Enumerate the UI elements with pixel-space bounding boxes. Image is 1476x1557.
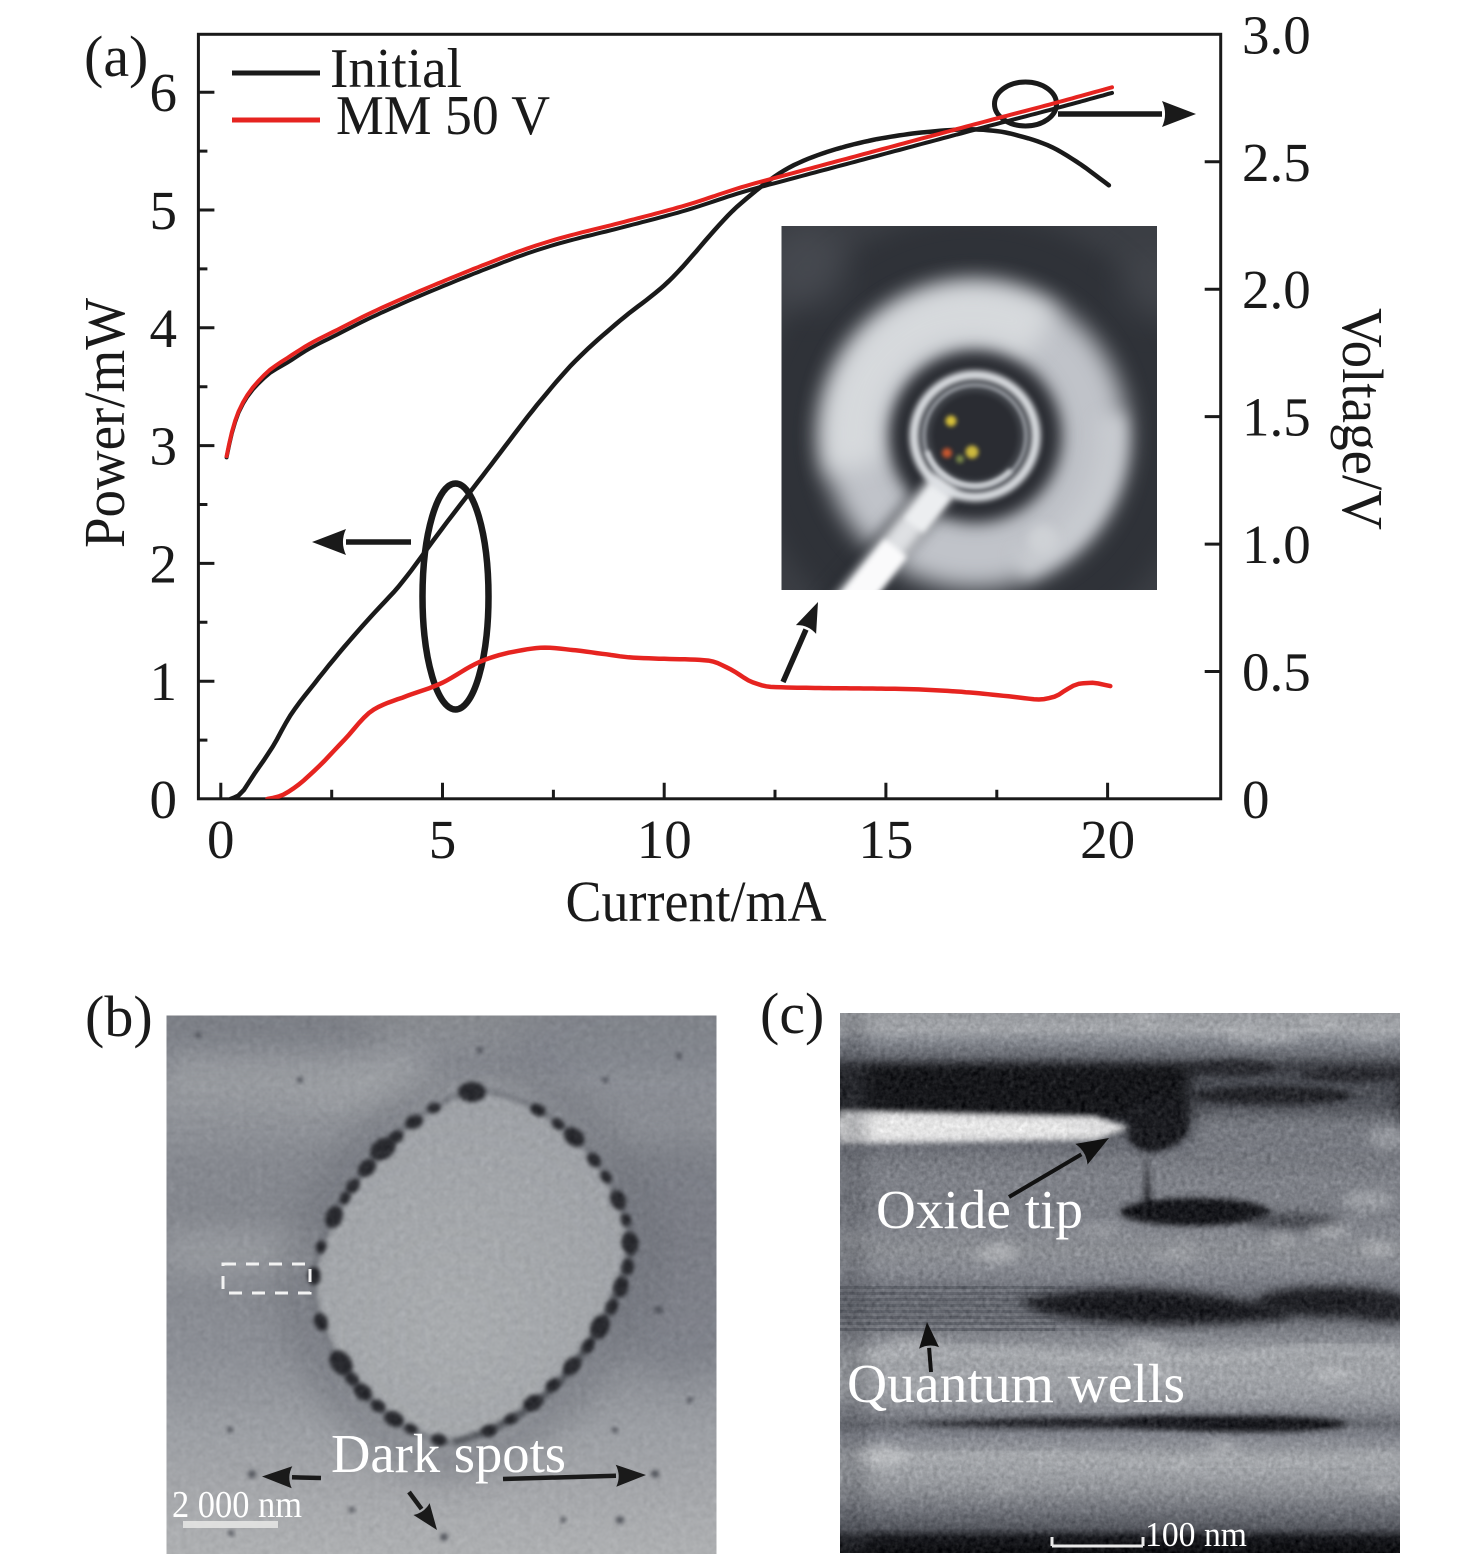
svg-text:MM 50 V: MM 50 V: [336, 85, 550, 147]
svg-text:20: 20: [1080, 809, 1135, 870]
svg-text:1: 1: [150, 651, 178, 712]
svg-text:6: 6: [150, 62, 178, 123]
svg-text:1.5: 1.5: [1242, 387, 1311, 448]
svg-text:2.5: 2.5: [1242, 132, 1311, 193]
svg-text:2.0: 2.0: [1242, 259, 1311, 320]
svg-text:15: 15: [858, 809, 913, 870]
svg-text:0: 0: [150, 769, 178, 830]
svg-text:0: 0: [1242, 769, 1270, 830]
svg-text:(b): (b): [85, 984, 153, 1049]
svg-text:Voltage/V: Voltage/V: [1330, 308, 1395, 530]
svg-text:5: 5: [150, 180, 178, 241]
svg-text:1.0: 1.0: [1242, 514, 1311, 575]
svg-text:Current/mA: Current/mA: [566, 869, 827, 934]
svg-text:3.0: 3.0: [1242, 4, 1311, 65]
svg-text:(a): (a): [84, 24, 148, 89]
svg-text:Quantum wells: Quantum wells: [847, 1353, 1185, 1414]
svg-text:Power/mW: Power/mW: [72, 298, 137, 548]
svg-text:0.5: 0.5: [1242, 642, 1311, 703]
svg-text:0: 0: [207, 809, 235, 870]
svg-text:100 nm: 100 nm: [1145, 1515, 1247, 1554]
svg-text:4: 4: [150, 298, 178, 359]
svg-text:3: 3: [150, 416, 178, 477]
svg-text:Oxide tip: Oxide tip: [876, 1179, 1083, 1240]
svg-text:(c): (c): [760, 981, 824, 1046]
svg-text:Dark spots: Dark spots: [331, 1423, 566, 1484]
svg-text:5: 5: [429, 809, 457, 870]
svg-text:Initial: Initial: [330, 38, 462, 100]
svg-text:10: 10: [637, 809, 692, 870]
svg-text:2: 2: [150, 533, 178, 594]
svg-text:2 000 nm: 2 000 nm: [172, 1484, 302, 1526]
